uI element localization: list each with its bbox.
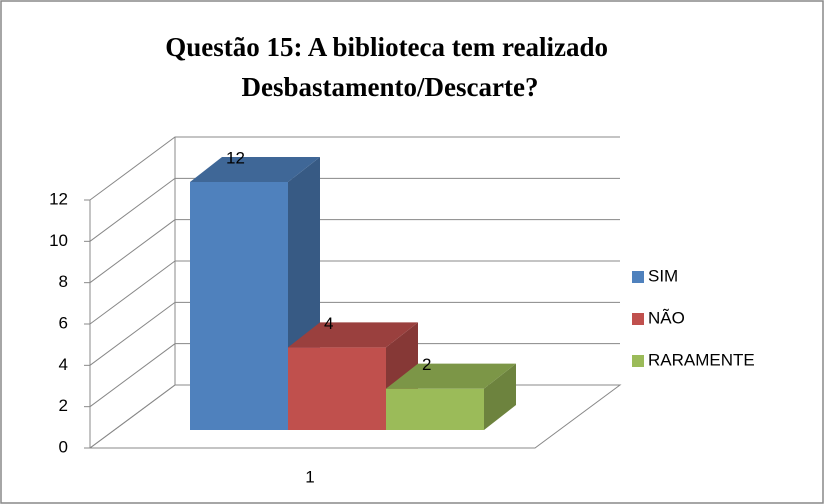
grid-line — [89, 136, 620, 201]
data-label: 12 — [226, 148, 245, 167]
y-tick-label: 2 — [59, 396, 68, 415]
bar — [190, 157, 320, 430]
bar-front — [288, 347, 386, 430]
grid-line — [89, 177, 620, 242]
legend-swatch — [632, 313, 644, 325]
bar-top — [288, 322, 418, 348]
grid-line — [89, 219, 620, 284]
title-line: Desbastamento/Descarte? — [242, 72, 539, 102]
x-tick-label: 1 — [305, 467, 314, 486]
grid-line — [89, 260, 620, 325]
bar-top — [386, 363, 516, 389]
y-tick-label: 6 — [59, 313, 68, 332]
bar-front — [386, 388, 484, 430]
legend-label: RARAMENTE — [648, 350, 755, 369]
legend-label: NÃO — [648, 308, 685, 327]
legend-swatch — [632, 271, 644, 283]
legend-label: SIM — [648, 266, 678, 285]
y-tick-label: 4 — [59, 355, 68, 374]
grid-line — [89, 301, 620, 366]
bar-top — [190, 157, 320, 182]
y-tick-label: 8 — [59, 272, 68, 291]
y-tick-label: 12 — [49, 189, 68, 208]
bar-front — [190, 182, 288, 430]
title-line: Questão 15: A biblioteca tem realizado — [165, 32, 608, 62]
y-tick-label: 10 — [49, 231, 68, 250]
legend-swatch — [632, 355, 644, 367]
y-tick-label: 0 — [59, 437, 68, 456]
data-label: 4 — [324, 314, 333, 333]
chart-title: Questão 15: A biblioteca tem realizado D… — [165, 32, 614, 102]
bar-side — [484, 363, 516, 430]
grid-line — [89, 343, 620, 408]
bar — [386, 363, 516, 430]
data-label: 2 — [422, 355, 431, 374]
